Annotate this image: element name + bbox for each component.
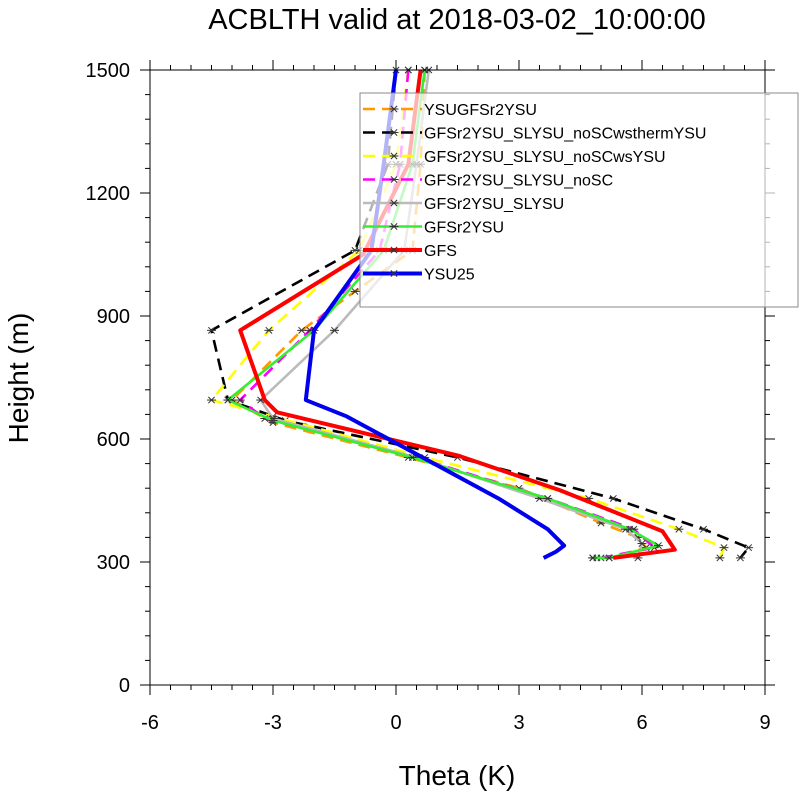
y-tick-label: 300 [97, 552, 130, 574]
series-point-GFSr2YSU [653, 542, 663, 550]
legend-marker-GFSr2YSU [389, 222, 399, 231]
x-tick-label: 0 [390, 712, 401, 734]
series-point-GFSr2YSU [543, 494, 553, 502]
y-tick-label: 1500 [86, 60, 131, 82]
legend-label: YSUGFSr2YSU [424, 102, 537, 119]
x-tick-label: -6 [141, 712, 159, 734]
legend-marker-GFSr2YSU_SLYSU_noSC [389, 175, 399, 184]
series-point-GFSr2YSU [407, 453, 417, 461]
legend-marker-GFSr2YSU_SLYSU_noSCwsYSU [389, 152, 399, 160]
legend-label: GFSr2YSU_SLYSU_noSCwsthermYSU [424, 126, 706, 143]
legend-marker-YSUGFSr2YSU [389, 105, 399, 113]
series-point-GFSr2YSU_SLYSU_noSCwsYSU [719, 544, 729, 552]
legend-label: GFSr2YSU_SLYSU [424, 196, 564, 213]
legend: YSUGFSr2YSU GFSr2YSU_SLYSU_noSCwsthermYSU… [359, 92, 799, 308]
series-point-GFSr2YSU_SLYSU [330, 326, 339, 334]
x-axis-label: Theta (K) [399, 760, 516, 791]
axes: -6 -3 0 3 6 9 0 300 600 900 1200 1500 [86, 60, 775, 734]
series-point-GFSr2YSU [268, 417, 278, 425]
series-point-GFSr2YSU_SLYSU_noSCwsthermYSU [207, 326, 216, 334]
series-point-GFSr2YSU_SLYSU_noSCwsYSU [674, 525, 684, 533]
series-point-GFSr2YSU_SLYSU_noSCwsthermYSU [735, 554, 745, 562]
series-point-GFSr2YSU [625, 525, 635, 533]
series-point-YSUGFSr2YSU [297, 326, 307, 334]
legend-label: GFS [424, 243, 457, 260]
series-point-YSUGFSr2YSU [350, 287, 360, 295]
legend-label: GFSr2YSU_SLYSU_noSC [424, 173, 613, 190]
series-point-GFSr2YSU [604, 554, 614, 562]
legend-label: YSU25 [424, 267, 475, 284]
series-point-GFSr2YSU_SLYSU_noSCwsYSU [264, 326, 274, 334]
legend-marker-GFSr2YSU_SLYSU_noSCwsthermYSU [389, 128, 399, 137]
series-point-GFSr2YSU_SLYSU_noSCwsthermYSU [608, 494, 618, 502]
chart-title: ACBLTH valid at 2018-03-02_10:00:00 [208, 4, 706, 36]
legend-label: GFSr2YSU_SLYSU_noSCwsYSU [424, 149, 666, 166]
x-tick-label: -3 [264, 712, 282, 734]
legend-box [359, 92, 799, 308]
y-tick-label: 1200 [86, 183, 131, 205]
y-tick-label: 0 [119, 675, 130, 697]
y-axis-label: Height (m) [3, 313, 34, 444]
series-point-GFSr2YSU [588, 554, 598, 562]
series-point-GFSr2YSU_SLYSU_noSCwsYSU [207, 396, 216, 404]
series-point-GFSr2YSU_SLYSU_noSCwsthermYSU [744, 544, 754, 552]
y-tick-label: 900 [97, 306, 130, 328]
series-point-GFSr2YSU [223, 396, 233, 404]
legend-marker-GFSr2YSU_SLYSU [389, 199, 399, 207]
x-tick-label: 9 [759, 712, 770, 734]
y-tick-label: 600 [97, 429, 130, 451]
series-point-GFSr2YSU_SLYSU [637, 540, 647, 548]
x-tick-label: 6 [636, 712, 647, 734]
legend-marker-GFS [389, 246, 399, 254]
series-point-GFSr2YSU_SLYSU_noSC [235, 396, 245, 404]
x-tick-label: 3 [513, 712, 524, 734]
series-point-GFSr2YSU_SLYSU_noSCwsthermYSU [699, 525, 708, 533]
legend-marker-YSU25 [389, 269, 399, 278]
legend-label: GFSr2YSU [424, 220, 504, 237]
series-point-GFSr2YSU_SLYSU_noSCwsYSU [715, 554, 725, 562]
